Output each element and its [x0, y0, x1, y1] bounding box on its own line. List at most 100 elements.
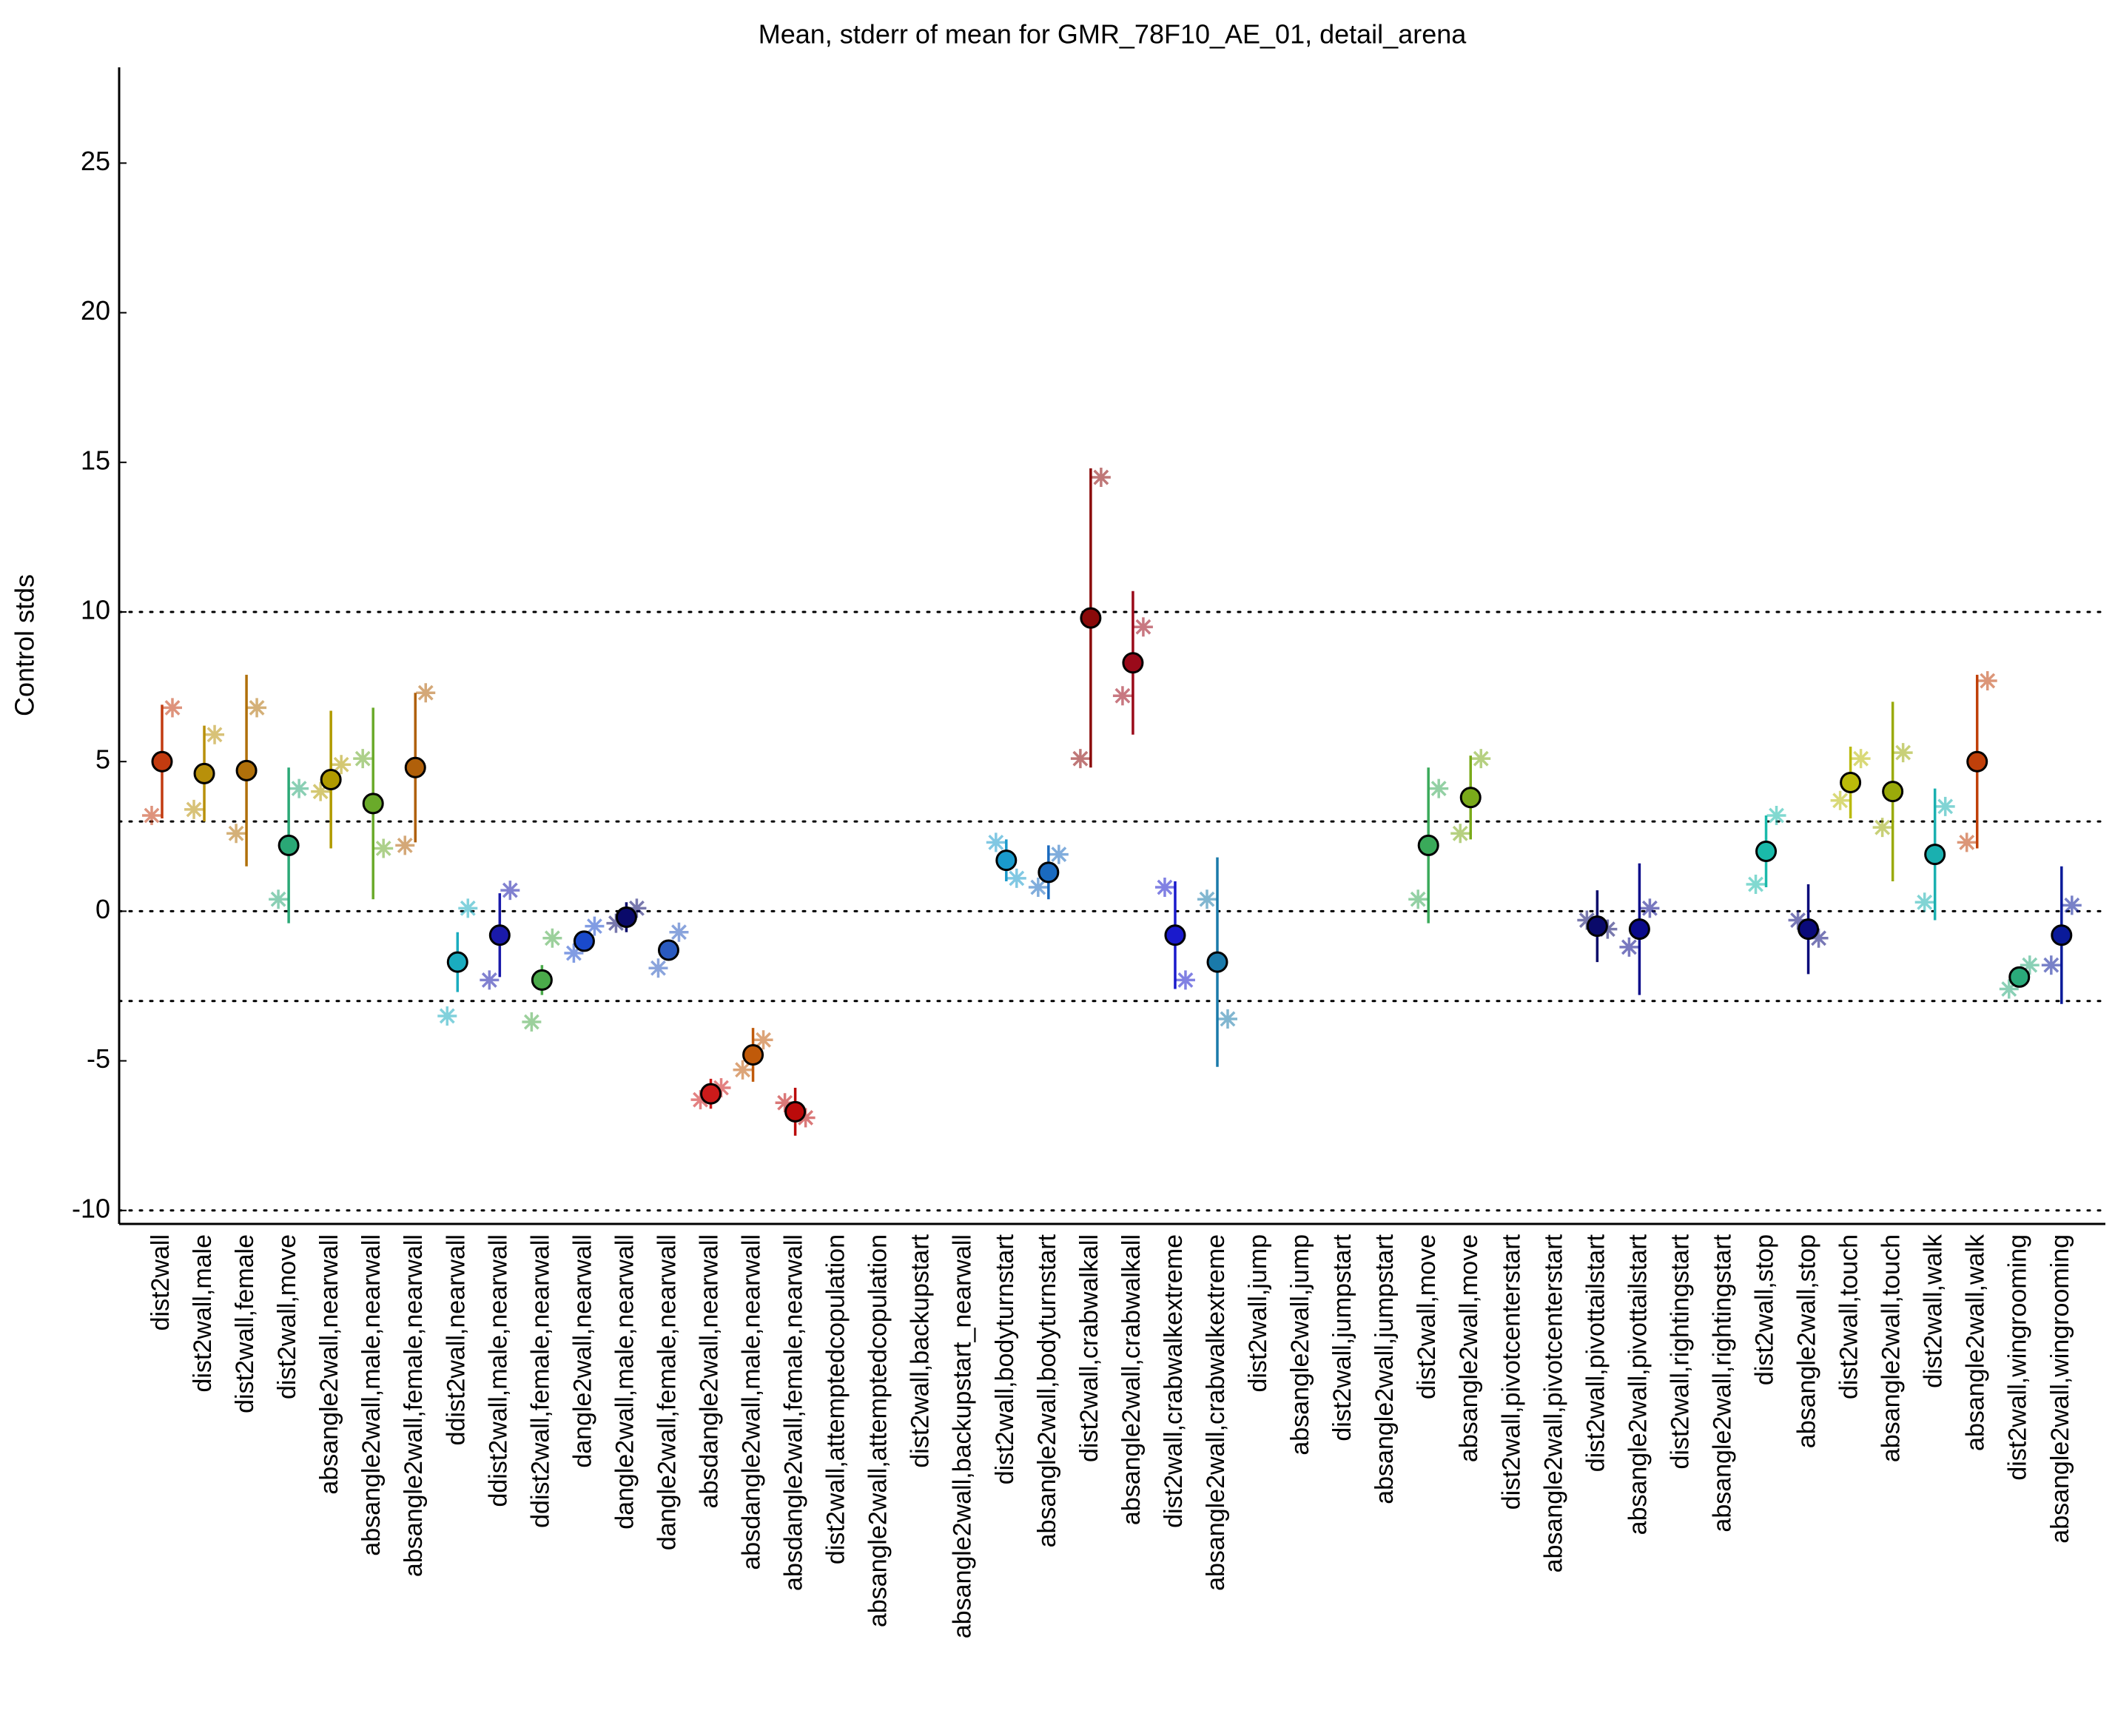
- x-tick-label: dist2wall,attemptedcopulation: [822, 1234, 850, 1564]
- left-marker: [226, 824, 246, 844]
- right-marker: [163, 698, 182, 718]
- right-marker: [1006, 868, 1026, 888]
- right-marker: [1809, 928, 1829, 948]
- right-marker: [458, 898, 478, 918]
- x-tick-label: dist2wall,touch: [1835, 1234, 1863, 1399]
- mean-marker: [995, 850, 1018, 872]
- x-tick-label: absangle2wall,male,nearwall: [357, 1234, 386, 1556]
- x-tick-label: dist2wall,move: [273, 1234, 301, 1399]
- mean-marker: [742, 1044, 764, 1066]
- mean-marker: [1586, 915, 1608, 938]
- x-tick-label: absangle2wall,pivottailstart: [1624, 1234, 1652, 1535]
- right-marker: [1429, 778, 1449, 798]
- mean-marker: [657, 939, 679, 961]
- x-tick-label: dist2wall: [147, 1234, 175, 1330]
- x-tick-label: dist2wall,stop: [1751, 1234, 1779, 1385]
- mean-marker: [404, 756, 426, 778]
- left-marker: [606, 913, 626, 933]
- left-marker: [1957, 832, 1977, 852]
- x-tick-label: absangle2wall,touch: [1877, 1234, 1906, 1462]
- mean-marker: [1798, 918, 1820, 941]
- right-marker: [1133, 617, 1153, 637]
- x-tick-label: dist2wall,walk: [1920, 1234, 1948, 1388]
- left-marker: [1112, 686, 1132, 706]
- y-tick-label: 0: [95, 894, 110, 924]
- left-marker: [1830, 790, 1850, 810]
- right-marker: [2062, 895, 2082, 915]
- mean-marker: [784, 1100, 807, 1123]
- right-marker: [205, 724, 225, 744]
- x-tick-label: dist2wall,crabwalkall: [1075, 1234, 1103, 1462]
- y-tick-label: 25: [81, 146, 110, 176]
- left-marker: [1999, 979, 2019, 999]
- mean-marker: [1459, 787, 1482, 809]
- x-tick-label: absangle2wall,wingrooming: [2046, 1234, 2074, 1544]
- mean-marker: [2051, 924, 2073, 946]
- right-marker: [585, 916, 605, 936]
- y-tick-label: 10: [81, 595, 110, 625]
- left-marker: [1070, 749, 1090, 769]
- x-tick-label: dist2wall,crabwalkextreme: [1160, 1234, 1188, 1528]
- x-tick-label: absangle2wall,jumpstart: [1371, 1234, 1399, 1504]
- x-tick-label: dist2wall,female: [231, 1234, 259, 1413]
- right-marker: [332, 755, 352, 775]
- x-tick-label: dist2wall,move: [1413, 1234, 1441, 1399]
- x-tick-label: absangle2wall,female,nearwall: [400, 1234, 428, 1577]
- x-tick-label: absangle2wall,move: [1455, 1234, 1483, 1462]
- left-marker: [1914, 892, 1934, 912]
- left-marker: [648, 958, 668, 978]
- mean-marker: [1882, 781, 1904, 803]
- right-marker: [2020, 955, 2040, 975]
- right-marker: [753, 1030, 773, 1050]
- mean-marker: [193, 762, 215, 784]
- x-tick-label: dist2wall,jumpstart: [1328, 1234, 1356, 1441]
- left-marker: [1154, 878, 1174, 898]
- mean-marker: [1038, 861, 1060, 884]
- x-tick-label: dangle2wall,nearwall: [568, 1234, 596, 1468]
- right-marker: [1471, 749, 1491, 769]
- mean-marker: [1206, 951, 1228, 973]
- left-marker: [1577, 910, 1597, 930]
- left-marker: [733, 1060, 753, 1080]
- left-marker: [1619, 937, 1639, 957]
- x-tick-label: dist2wall,backupstart: [907, 1234, 935, 1467]
- left-marker: [1872, 818, 1892, 838]
- right-marker: [1766, 806, 1786, 825]
- right-marker: [1049, 844, 1069, 864]
- chart-title: Mean, stderr of mean for GMR_78F10_AE_01…: [759, 19, 1467, 50]
- mean-marker: [320, 768, 342, 790]
- mean-marker: [1924, 844, 1946, 866]
- left-marker: [1408, 889, 1428, 909]
- x-tick-label: absdangle2wall,male,nearwall: [738, 1234, 766, 1570]
- x-tick-label: dist2wall,wingrooming: [2004, 1234, 2032, 1481]
- y-tick-label: 15: [81, 445, 110, 475]
- left-marker: [480, 970, 500, 990]
- mean-marker: [1755, 841, 1778, 863]
- mean-marker: [700, 1083, 722, 1105]
- mean-marker: [531, 969, 553, 991]
- left-marker: [269, 889, 289, 909]
- right-marker: [1851, 749, 1871, 769]
- right-marker: [500, 881, 520, 901]
- y-tick-label: -5: [87, 1043, 110, 1074]
- left-marker: [437, 1006, 457, 1026]
- mean-marker: [278, 834, 300, 856]
- y-tick-label: -10: [72, 1193, 110, 1223]
- x-tick-label: absangle2wall,attemptedcopulation: [864, 1234, 892, 1627]
- mean-marker: [1080, 607, 1102, 629]
- x-tick-label: dist2wall,pivotcenterstart: [1497, 1234, 1525, 1510]
- right-marker: [627, 898, 647, 918]
- left-marker: [775, 1093, 795, 1113]
- mean-marker: [488, 924, 511, 946]
- right-marker: [796, 1108, 816, 1128]
- left-marker: [1746, 875, 1766, 895]
- x-tick-label: ddist2wall,female,nearwall: [526, 1234, 554, 1528]
- mean-marker: [1628, 918, 1650, 941]
- x-tick-label: absangle2wall,backupstart_nearwall: [949, 1234, 977, 1638]
- right-marker: [1091, 468, 1111, 488]
- right-marker: [711, 1078, 731, 1097]
- left-marker: [986, 832, 1006, 852]
- y-tick-label: 5: [95, 744, 110, 775]
- y-axis-label: Control stds: [10, 574, 40, 716]
